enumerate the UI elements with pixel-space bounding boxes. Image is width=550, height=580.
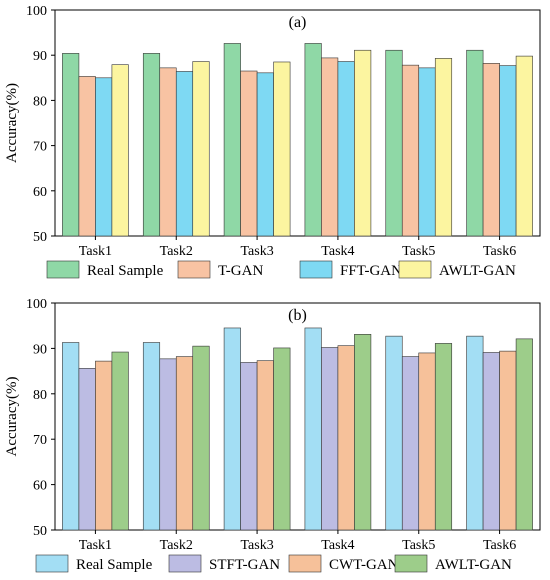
legend-swatch	[299, 260, 333, 279]
bar	[142, 53, 161, 237]
y-axis-label: Accuracy(%)	[4, 377, 20, 457]
bar	[482, 63, 500, 237]
legend-swatch	[35, 554, 69, 573]
x-tick-label: Task5	[402, 538, 435, 553]
x-tick-label: Task4	[321, 538, 354, 553]
x-tick-label: Task5	[402, 244, 435, 259]
bar	[223, 327, 241, 531]
bar	[304, 327, 322, 531]
bar	[418, 67, 436, 237]
bar	[515, 338, 533, 531]
plot-area-frame	[54, 302, 541, 531]
x-tick-label: Task3	[240, 244, 273, 259]
bar	[385, 49, 403, 237]
bar	[78, 76, 96, 237]
bar	[304, 43, 322, 237]
bar	[62, 342, 80, 531]
bar	[385, 335, 403, 531]
bar	[142, 342, 161, 531]
legend-swatch	[46, 260, 80, 279]
bar	[192, 345, 210, 531]
legend-label: STFT-GAN	[209, 557, 280, 573]
y-tick-label: 70	[33, 140, 47, 155]
bar	[159, 358, 177, 531]
chart-title: (a)	[289, 14, 307, 31]
y-tick-label: 50	[33, 230, 47, 245]
bar	[256, 72, 274, 237]
legend-label: CWT-GAN	[329, 557, 399, 573]
bar	[111, 64, 129, 237]
bar	[159, 67, 177, 237]
bar	[175, 356, 194, 531]
bar	[95, 77, 113, 237]
bar	[95, 360, 113, 531]
bar	[354, 334, 372, 531]
bar	[321, 57, 339, 237]
y-tick-label: 60	[33, 479, 47, 494]
bar	[434, 343, 453, 531]
y-tick-label: 100	[26, 297, 47, 312]
x-tick-label: Task6	[483, 538, 516, 553]
legend-label: Real Sample	[76, 557, 153, 573]
legend-swatch	[177, 260, 211, 279]
x-tick-label: Task1	[79, 538, 112, 553]
bar	[240, 70, 258, 237]
bar	[273, 347, 291, 531]
bar	[175, 71, 194, 237]
y-tick-label: 90	[33, 49, 47, 64]
bar	[337, 61, 355, 237]
bar	[418, 352, 436, 531]
legend-label: AWLT-GAN	[435, 557, 512, 573]
x-tick-label: Task2	[160, 538, 193, 553]
y-tick-label: 80	[33, 94, 47, 109]
y-tick-label: 80	[33, 388, 47, 403]
chart-title: (b)	[288, 307, 307, 324]
plot-area-frame	[54, 9, 541, 237]
x-tick-label: Task4	[321, 244, 354, 259]
bar	[78, 368, 96, 531]
y-tick-label: 100	[26, 4, 47, 19]
bar	[223, 43, 241, 237]
x-tick-label: Task1	[79, 244, 112, 259]
bar	[354, 49, 372, 237]
bar	[482, 352, 500, 531]
bar	[499, 350, 517, 531]
legend: Real Sample T-GAN FFT-GAN AWLT-GAN	[46, 260, 516, 279]
bar	[434, 58, 453, 237]
bar	[111, 351, 129, 531]
y-tick-label: 60	[33, 185, 47, 200]
y-tick-label: 90	[33, 342, 47, 357]
bar	[466, 335, 484, 531]
bar	[466, 49, 484, 237]
bar	[515, 55, 533, 237]
legend-swatch	[394, 554, 428, 573]
y-tick-label: 50	[33, 524, 47, 539]
bar	[273, 61, 291, 237]
y-axis-label: Accuracy(%)	[4, 83, 20, 163]
legend-label: AWLT-GAN	[439, 263, 516, 279]
legend-swatch	[398, 260, 432, 279]
bar	[337, 345, 355, 531]
bar	[240, 362, 258, 531]
chart-panel-a: 50 60 70 80 90 100 Accuracy(%) (a) Task1 Task2 Tas…	[4, 4, 541, 279]
legend-swatch	[288, 554, 322, 573]
legend: Real Sample STFT-GAN CWT-GAN AWLT-GAN	[35, 554, 512, 573]
legend-label: T-GAN	[218, 263, 263, 279]
chart-panel-b: 50 60 70 80 90 100 Accuracy(%) (b) Task1 Task2 Tas…	[4, 297, 541, 573]
bar	[256, 360, 274, 531]
bar	[321, 347, 339, 531]
x-tick-label: Task3	[240, 538, 273, 553]
bar	[499, 65, 517, 237]
bar	[62, 53, 80, 237]
legend-label: Real Sample	[87, 263, 164, 279]
bar	[192, 61, 210, 237]
x-tick-label: Task2	[160, 244, 193, 259]
y-tick-label: 70	[33, 433, 47, 448]
legend-swatch	[168, 554, 202, 573]
bar	[401, 356, 420, 531]
x-tick-label: Task6	[483, 244, 516, 259]
bar	[401, 64, 420, 237]
legend-label: FFT-GAN	[340, 263, 402, 279]
